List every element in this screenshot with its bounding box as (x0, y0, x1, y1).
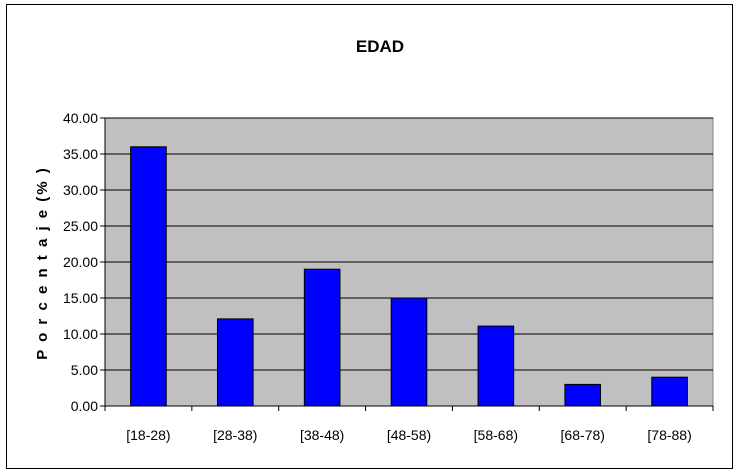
x-tick-label: [28-38) (213, 427, 257, 443)
y-tick-label: 10.00 (63, 326, 98, 342)
x-tick-label: [48-58) (387, 427, 431, 443)
y-tick-label: 20.00 (63, 254, 98, 270)
y-tick-label: 35.00 (63, 146, 98, 162)
bar-7 (651, 376, 688, 407)
bar-6 (564, 383, 602, 407)
chart-title: EDAD (356, 37, 404, 56)
x-tick-label: [38-48) (300, 427, 344, 443)
y-tick-label: 30.00 (63, 182, 98, 198)
y-tick-label: 25.00 (63, 218, 98, 234)
x-tick-label: [58-68) (474, 427, 518, 443)
x-axis: [18-28) [28-38) [38-48) [48-58) [58-68) [68-7… (104, 405, 714, 443)
bars (130, 146, 688, 407)
y-axis-label: P o r c e n t a j e (% ) (34, 166, 51, 360)
x-tick-label: [68-78) (561, 427, 605, 443)
bar-2 (216, 318, 254, 407)
y-axis: 0.00 5.00 10.00 15.00 20.00 25.00 30.00 35.00 40… (63, 110, 106, 414)
x-tick-label: [78-88) (647, 427, 691, 443)
y-tick-label: 5.00 (71, 362, 98, 378)
y-tick-label: 0.00 (71, 398, 98, 414)
y-tick-label: 40.00 (63, 110, 98, 126)
bar-5 (477, 325, 515, 407)
bar-3 (303, 268, 341, 407)
bar-1 (130, 146, 167, 407)
x-tick-label: [18-28) (126, 427, 170, 443)
bar-4 (390, 297, 428, 407)
y-tick-label: 15.00 (63, 290, 98, 306)
